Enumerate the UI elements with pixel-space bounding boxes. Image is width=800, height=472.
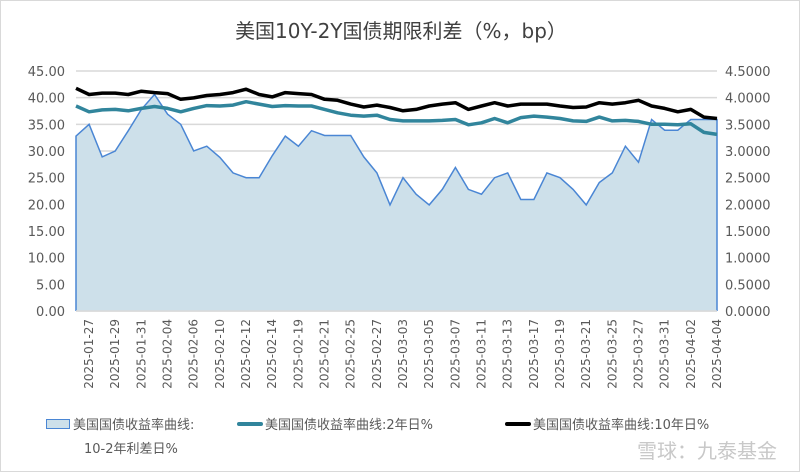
- x-axis-tick-label: 2025-01-31: [134, 319, 148, 389]
- line-2y: [75, 99, 718, 137]
- right-axis-tick-label: 1.0000: [725, 252, 771, 267]
- x-axis-tick-label: 2025-03-13: [501, 319, 515, 389]
- legend-item-spread-line2: 10-2年利差日%: [84, 438, 178, 457]
- left-axis-tick-label: 10.00: [28, 252, 65, 267]
- x-axis-tick-label: 2025-03-27: [632, 319, 646, 389]
- left-axis-tick-label: 35.00: [28, 118, 65, 133]
- x-axis-tick-label: 2025-02-10: [213, 319, 227, 389]
- left-axis-tick-label: 40.00: [28, 92, 65, 107]
- legend-label-spread: 美国国债收益率曲线:: [73, 418, 195, 433]
- right-axis-tick-label: 0.5000: [725, 278, 771, 293]
- x-axis-tick-label: 2025-03-19: [553, 319, 567, 389]
- right-axis-tick-label: 2.5000: [725, 172, 771, 187]
- legend-label-2y: 美国国债收益率曲线:2年日%: [265, 418, 434, 433]
- right-axis-tick-label: 0.0000: [725, 305, 771, 320]
- x-axis-tick-label: 2025-03-31: [658, 319, 672, 389]
- watermark: 雪球：九泰基金: [637, 439, 777, 463]
- x-axis-tick-label: 2025-01-27: [82, 319, 96, 389]
- x-axis-tick-label: 2025-02-04: [161, 319, 175, 389]
- legend-label-10y: 美国国债收益率曲线:10年日%: [533, 418, 710, 433]
- x-axis-tick-label: 2025-03-05: [422, 319, 436, 389]
- legend-swatch-10y: [505, 421, 531, 426]
- left-axis-tick-label: 20.00: [28, 198, 65, 213]
- legend-item-2y: 美国国债收益率曲线:2年日%: [237, 414, 433, 433]
- left-axis-tick-label: 0.00: [36, 305, 65, 320]
- x-axis-tick-label: 2025-03-11: [475, 319, 489, 389]
- x-axis-tick-label: 2025-02-12: [239, 319, 253, 389]
- legend-swatch-2y: [237, 421, 263, 426]
- right-axis-tick-label: 4.0000: [725, 92, 771, 107]
- x-axis-tick-label: 2025-03-21: [579, 319, 593, 389]
- x-axis-tick-label: 2025-01-29: [108, 319, 122, 389]
- legend-item-spread: 美国国债收益率曲线:: [46, 414, 194, 433]
- chart-title: 美国10Y-2Y国债期限利差（%，bp）: [235, 19, 567, 43]
- x-axis-tick-label: 2025-03-17: [527, 319, 541, 389]
- x-axis-tick-label: 2025-03-03: [396, 319, 410, 389]
- right-axis-tick-label: 2.0000: [725, 198, 771, 213]
- left-axis-tick-label: 30.00: [28, 145, 65, 160]
- legend-label-spread-2: 10-2年利差日%: [84, 442, 178, 457]
- x-axis-tick-label: 2025-04-02: [684, 319, 698, 389]
- x-axis-tick-label: 2025-02-27: [370, 319, 384, 389]
- x-axis-tick-label: 2025-04-04: [710, 319, 724, 389]
- x-axis-tick-label: 2025-02-06: [187, 319, 201, 389]
- x-axis-tick-label: 2025-03-25: [605, 319, 619, 389]
- right-axis-tick-label: 4.5000: [725, 65, 771, 80]
- right-axis-tick-label: 1.5000: [725, 225, 771, 240]
- line-spread: [75, 93, 718, 311]
- right-axis-tick-label: 3.5000: [725, 118, 771, 133]
- left-axis-tick-label: 15.00: [28, 225, 65, 240]
- left-axis-tick-label: 5.00: [36, 278, 65, 293]
- area-spread: [76, 94, 717, 311]
- x-axis-tick-label: 2025-02-19: [291, 319, 305, 389]
- legend-item-10y: 美国国债收益率曲线:10年日%: [505, 414, 709, 433]
- left-axis-tick-label: 45.00: [28, 65, 65, 80]
- x-axis-tick-label: 2025-02-14: [265, 319, 279, 389]
- x-axis-tick-label: 2025-02-25: [344, 319, 358, 389]
- left-axis-tick-label: 25.00: [28, 172, 65, 187]
- line-10y: [75, 86, 718, 121]
- legend-swatch-area: [46, 418, 70, 429]
- x-axis-tick-label: 2025-03-07: [448, 319, 462, 389]
- right-axis-tick-label: 3.0000: [725, 145, 771, 160]
- x-axis-tick-label: 2025-02-21: [318, 319, 332, 389]
